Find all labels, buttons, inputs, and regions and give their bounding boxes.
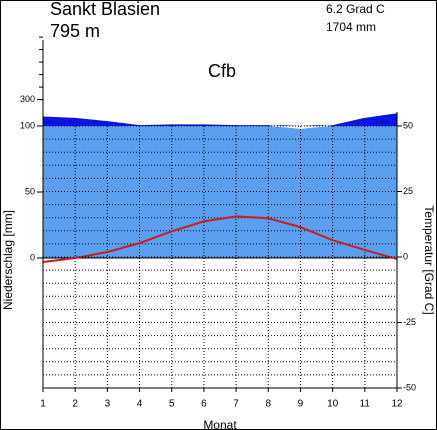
precipitation-area <box>43 112 397 126</box>
chart-subtitle: 795 m <box>50 21 100 41</box>
y2-tick-label: -25 <box>403 317 416 327</box>
x-tick-label: 9 <box>298 399 304 410</box>
x-axis-label: Monat <box>203 418 237 430</box>
precipitation-line <box>42 112 398 130</box>
x-tick-label: 12 <box>391 399 403 410</box>
x-tick-label: 10 <box>327 399 339 410</box>
y2-tick-label: 25 <box>403 186 413 196</box>
y2-axis-label: Temperatur [Grad C] <box>422 205 436 314</box>
y-tick-label: 50 <box>25 186 35 196</box>
y-axis-label: Niederschlag [mm] <box>1 210 15 310</box>
y2-tick-label: 50 <box>403 120 413 130</box>
x-tick-label: 5 <box>169 399 175 410</box>
x-tick-label: 11 <box>360 399 371 410</box>
climate-class: Cfb <box>208 61 236 81</box>
x-tick-label: 2 <box>72 399 78 410</box>
chart-title: Sankt Blasien <box>50 0 160 19</box>
y-tick-label: 100 <box>20 120 35 130</box>
temperature-line <box>42 215 398 263</box>
x-tick-label: 7 <box>233 399 239 410</box>
x-tick-label: 8 <box>265 399 271 410</box>
x-tick-label: 3 <box>105 399 111 410</box>
annotation: 1704 mm <box>326 20 376 34</box>
y-tick-label: 300 <box>20 94 35 104</box>
y-tick-label: 0 <box>30 252 35 262</box>
x-tick-label: 1 <box>40 399 46 410</box>
annotation: 6.2 Grad C <box>326 2 385 16</box>
x-tick-label: 6 <box>201 399 207 410</box>
y2-tick-label: 0 <box>403 251 408 261</box>
y2-tick-label: -50 <box>403 382 416 392</box>
x-tick-label: 4 <box>137 399 143 410</box>
